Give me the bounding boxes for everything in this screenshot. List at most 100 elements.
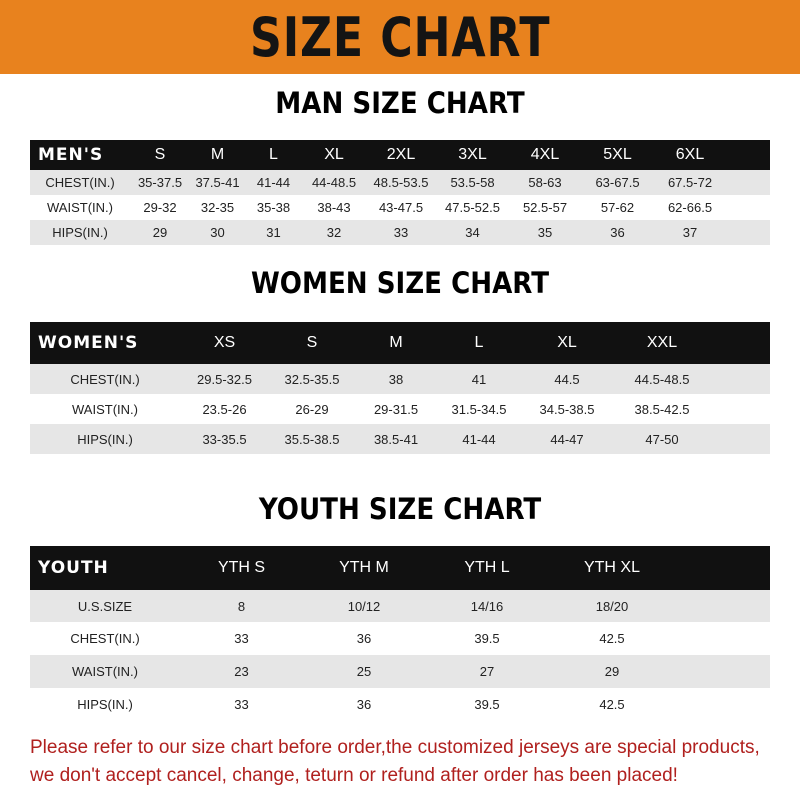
cell: YTH L [425,546,549,590]
women-section-title: WOMEN SIZE CHART [251,266,549,300]
table-row: HIPS(IN.) 33-35.5 35.5-38.5 38.5-41 41-44 44-… [30,424,770,454]
cell: XXL [613,322,711,364]
cell: 47-50 [613,424,711,454]
empty-cell [726,195,770,220]
cell: 23.5-26 [202,401,247,417]
cell: 34 [436,220,509,245]
empty-cell [675,546,770,590]
cell: L [437,322,521,364]
cell: 14/16 [425,590,549,622]
row-label: YOUTH [30,546,180,590]
cell: 44.5 [521,364,613,394]
cell: 23 [180,655,303,688]
cell: 3XL [436,140,509,170]
women-size-table: WOMEN'S XS S M L XL XXL CHEST(IN.) 29.5-32.5 32.5… [30,322,770,454]
cell: 33 [366,220,436,245]
empty-cell [675,655,770,688]
cell: M [355,322,437,364]
cell: 18/20 [549,590,675,622]
row-label: WAIST(IN.) [30,655,180,688]
cell: YTH S [180,546,303,590]
cell: 36 [356,697,372,712]
cell: YTH M [303,546,425,590]
cell: 10/12 [303,590,425,622]
row-label: MEN'S [30,140,130,170]
men-size-table: MEN'S S M L XL 2XL 3XL 4XL 5XL 6XL CHEST(IN.) 35-37… [30,140,770,245]
title-banner: SIZE CHART [0,0,800,74]
table-row: WAIST(IN.) 29-32 32-35 35-38 38-43 43-47.5 47.… [30,195,770,220]
empty-cell [675,590,770,622]
table-row: WAIST(IN.) 23 25 27 29 [30,655,770,688]
cell: 38.5-42.5 [634,401,690,417]
cell: 44-47 [521,424,613,454]
cell: 5XL [581,140,654,170]
cell: 36 [581,220,654,245]
cell: 37.5-41 [190,170,245,195]
cell: 63-67.5 [581,170,654,195]
cell: 48.5-53.5 [366,170,436,195]
cell: S [269,322,355,364]
men-section-title: MAN SIZE CHART [275,86,525,120]
cell: 38-43 [317,200,351,215]
cell: 53.5-58 [436,170,509,195]
cell: 29.5-32.5 [180,364,269,394]
cell: 62-66.5 [667,200,713,215]
cell: 25 [303,655,425,688]
cell: 33 [234,697,249,712]
cell: 29-32 [143,200,177,215]
cell: 35-37.5 [130,170,190,195]
cell: S [130,140,190,170]
cell: 6XL [654,140,726,170]
cell: L [245,140,302,170]
cell: 29-31.5 [373,401,419,417]
cell: YTH XL [549,546,675,590]
cell: 38 [355,364,437,394]
empty-cell [675,688,770,721]
empty-cell [726,170,770,195]
cell: 44.5-48.5 [613,364,711,394]
cell: 26-29 [295,401,329,417]
cell: 8 [180,590,303,622]
cell: 35.5-38.5 [269,424,355,454]
table-row: U.S.SIZE 8 10/12 14/16 18/20 [30,590,770,622]
empty-cell [726,220,770,245]
cell: XL [521,322,613,364]
cell: 44-48.5 [302,170,366,195]
table-row: CHEST(IN.) 29.5-32.5 32.5-35.5 38 41 44.5 44.5… [30,364,770,394]
cell: 33 [234,631,249,646]
cell: 32.5-35.5 [269,364,355,394]
cell: 39.5 [474,697,500,712]
table-row: HIPS(IN.) 33 36 39.5 42.5 [30,688,770,721]
cell: 57-62 [600,200,635,215]
header-row: YOUTH YTH S YTH M YTH L YTH XL [30,546,770,590]
cell: 41-44 [437,424,521,454]
cell: 4XL [509,140,581,170]
empty-cell [726,140,770,170]
cell: 34.5-38.5 [539,401,595,417]
cell: M [190,140,245,170]
table-row: HIPS(IN.) 29 30 31 32 33 34 35 36 37 [30,220,770,245]
table-row: WAIST(IN.) 23.5-26 26-29 29-31.5 31.5-34.5 34… [30,394,770,424]
cell: 43-47.5 [378,200,424,215]
cell: 31 [245,220,302,245]
cell: 32 [302,220,366,245]
cell: 27 [425,655,549,688]
empty-cell [711,394,770,424]
row-label: HIPS(IN.) [77,697,133,712]
cell: 2XL [366,140,436,170]
cell: 67.5-72 [654,170,726,195]
cell: 33-35.5 [180,424,269,454]
cell: 38.5-41 [355,424,437,454]
cell: 29 [549,655,675,688]
youth-size-table: YOUTH YTH S YTH M YTH L YTH XL U.S.SIZE 8 10/12… [30,546,770,721]
page-title: SIZE CHART [249,5,551,69]
empty-cell [711,322,770,364]
row-label: WAIST(IN.) [72,401,138,417]
row-label: CHEST(IN.) [30,364,180,394]
row-label: HIPS(IN.) [30,220,130,245]
cell: 30 [190,220,245,245]
cell: 39.5 [474,631,500,646]
cell: XS [180,322,269,364]
row-label: CHEST(IN.) [30,170,130,195]
cell: 36 [356,631,372,646]
